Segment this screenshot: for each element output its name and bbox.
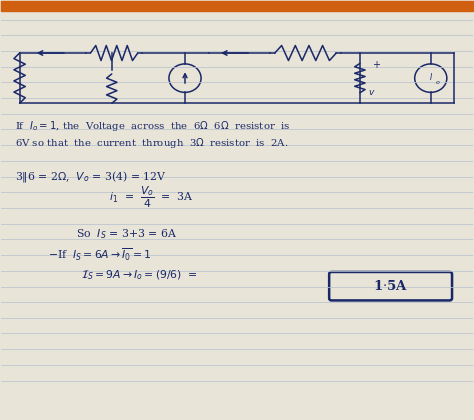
Text: 6V so that  the  current  through  3$\Omega$  resistor  is  2A.: 6V so that the current through 3$\Omega$… <box>15 136 288 150</box>
Text: +: + <box>372 60 380 70</box>
Text: 3$\|$6 = 2$\Omega$,  $V_o$ = 3(4) = 12V: 3$\|$6 = 2$\Omega$, $V_o$ = 3(4) = 12V <box>15 169 166 184</box>
Text: So  $I_S$ = 3+3 = 6A: So $I_S$ = 3+3 = 6A <box>76 227 177 241</box>
Text: $o$: $o$ <box>435 79 440 86</box>
Text: $\mathit{I}$: $\mathit{I}$ <box>429 71 433 81</box>
Text: $\mathcal{I}_S = 9A \rightarrow I_o = (9/6)$  =: $\mathcal{I}_S = 9A \rightarrow I_o = (9… <box>81 268 198 282</box>
Text: $i_1$  =  $\dfrac{V_o}{4}$  =  3A: $i_1$ = $\dfrac{V_o}{4}$ = 3A <box>109 185 194 210</box>
Text: 1$\cdot$5A: 1$\cdot$5A <box>373 279 408 293</box>
Text: $-$If  $I_S = 6A \rightarrow \overline{I_0} = 1$: $-$If $I_S = 6A \rightarrow \overline{I_… <box>48 247 151 263</box>
Text: If  $I_o = 1$, the  Voltage  across  the  6$\Omega$  6$\Omega$  resistor  is: If $I_o = 1$, the Voltage across the 6$\… <box>15 119 290 133</box>
Bar <box>0 1 474 11</box>
Text: v: v <box>368 88 374 97</box>
